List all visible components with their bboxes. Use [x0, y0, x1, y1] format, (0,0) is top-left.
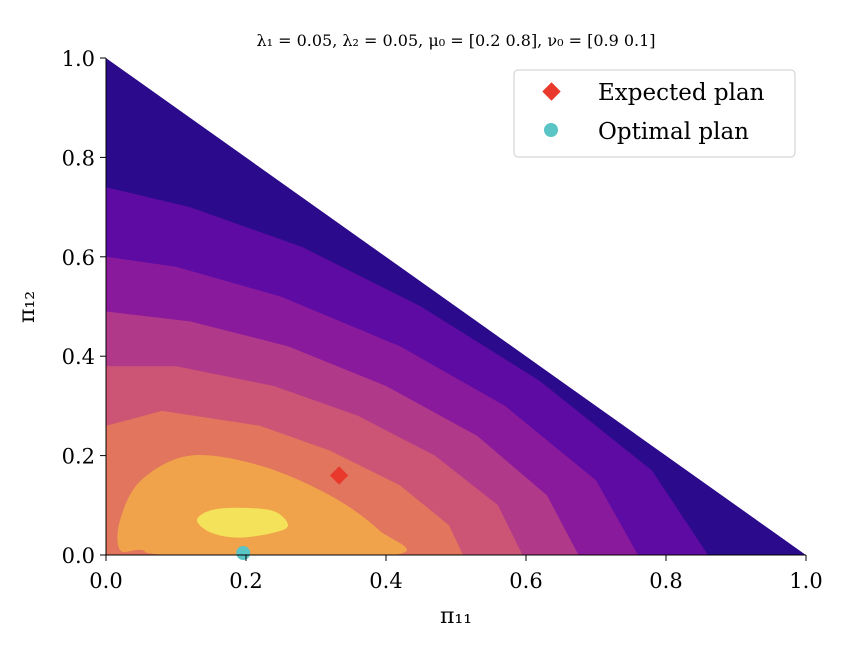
legend-marker-optimal-plan	[544, 123, 558, 137]
x-tick-label: 0.8	[649, 569, 682, 593]
legend-label-optimal-plan: Optimal plan	[598, 119, 749, 145]
x-tick-label: 0.2	[229, 569, 262, 593]
legend-box	[513, 69, 796, 158]
legend: Expected plan Optimal plan	[513, 69, 796, 158]
y-axis-label: π₁₂	[15, 291, 40, 323]
x-tick-label: 0.6	[509, 569, 542, 593]
x-axis-label: π₁₁	[440, 604, 472, 629]
x-tick-label: 0.0	[89, 569, 122, 593]
y-tick-label: 0.6	[62, 246, 95, 270]
x-tick-label: 0.4	[369, 569, 402, 593]
contour-band-8	[197, 507, 288, 538]
x-tick-label: 1.0	[789, 569, 822, 593]
y-tick-label: 0.4	[62, 345, 95, 369]
contour-band-7	[117, 455, 407, 555]
plot-area	[106, 58, 806, 555]
legend-label-expected-plan: Expected plan	[598, 80, 765, 106]
chart-title: λ₁ = 0.05, λ₂ = 0.05, μ₀ = [0.2 0.8], ν₀…	[256, 31, 655, 50]
legend-marker-expected-plan	[542, 82, 561, 101]
x-axis: 0.0 0.2 0.4 0.6 0.8 1.0	[89, 554, 823, 593]
y-tick-label: 1.0	[62, 47, 95, 71]
y-tick-label: 0.8	[62, 146, 95, 170]
optimal-plan-marker	[236, 546, 251, 561]
y-tick-label: 0.2	[62, 445, 95, 469]
data-markers	[236, 466, 349, 561]
y-axis: 0.0 0.2 0.4 0.6 0.8 1.0	[62, 47, 107, 568]
expected-plan-marker	[329, 466, 349, 485]
y-tick-label: 0.0	[62, 544, 95, 568]
